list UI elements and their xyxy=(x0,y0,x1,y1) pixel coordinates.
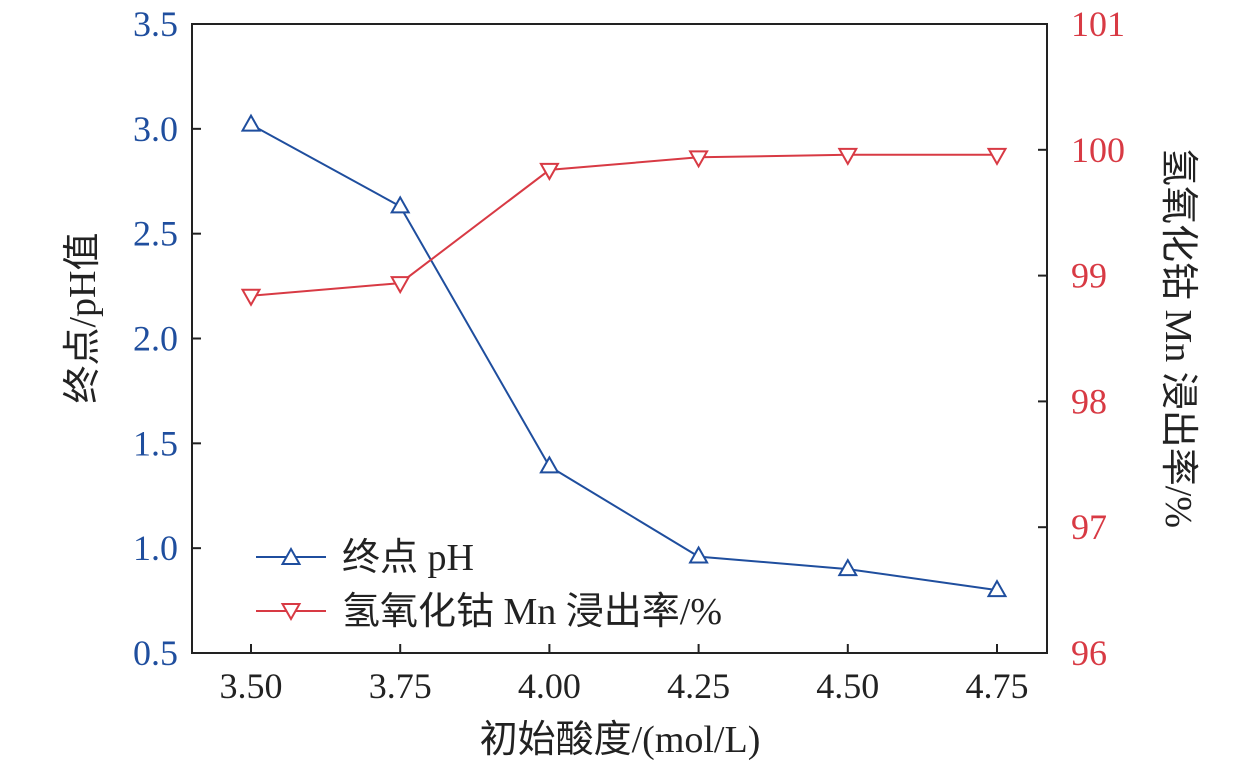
data-point-ph xyxy=(240,113,262,132)
data-point-mn xyxy=(389,276,411,295)
y-left-tick-label: 2.5 xyxy=(133,214,178,254)
data-point-mn xyxy=(539,162,560,181)
legend-item-ph: 终点 pH xyxy=(256,537,474,579)
data-point-mn xyxy=(837,147,859,166)
data-point-mn xyxy=(688,150,709,169)
y-left-tick-label: 3.5 xyxy=(133,4,178,44)
x-tick-label: 4.25 xyxy=(667,666,730,706)
legend-marker-mn-triangle-down-icon xyxy=(280,603,302,622)
y-right-tick-label: 97 xyxy=(1071,507,1107,547)
y-right-tick-label: 96 xyxy=(1071,633,1107,673)
data-point-ph xyxy=(688,545,709,564)
data-point-ph xyxy=(539,455,560,474)
legend-label-mn: 氢氧化钴 Mn 浸出率/% xyxy=(342,591,722,633)
y-right-tick-label: 98 xyxy=(1071,381,1107,421)
x-tick-label: 3.75 xyxy=(369,666,432,706)
y-right-tick-label: 100 xyxy=(1071,130,1125,170)
x-tick-label: 3.50 xyxy=(220,666,283,706)
data-point-mn xyxy=(986,147,1008,166)
legend: 终点 pH 氢氧化钴 Mn 浸出率/% xyxy=(256,537,722,633)
data-point-ph xyxy=(986,579,1008,598)
y-left-tick-label: 0.5 xyxy=(133,633,178,673)
plot-frame xyxy=(191,23,1048,654)
data-point-mn xyxy=(240,288,262,307)
series-line-ph xyxy=(250,123,998,592)
x-tick-label: 4.50 xyxy=(816,666,879,706)
data-point-ph xyxy=(389,195,411,214)
y-axis-right-title: 氢氧化钴 Mn 浸出率/% xyxy=(1157,148,1199,528)
x-axis-title: 初始酸度/(mol/L) xyxy=(480,719,761,761)
y-left-tick-label: 1.5 xyxy=(133,423,178,463)
y-left-tick-label: 1.0 xyxy=(133,528,178,568)
legend-item-mn: 氢氧化钴 Mn 浸出率/% xyxy=(256,591,722,633)
x-tick-label: 4.75 xyxy=(966,666,1029,706)
y-right-tick-label: 99 xyxy=(1071,256,1107,296)
data-point-ph xyxy=(837,558,859,577)
y-axis-left-title: 终点/pH值 xyxy=(62,232,104,403)
y-left-tick-label: 2.0 xyxy=(133,319,178,359)
axis-ticks: 3.50 3.75 4.00 4.25 4.50 4.75 0.5 1.0 1.5 2.0 2.5 3… xyxy=(133,4,1125,706)
series-line-mn xyxy=(250,153,997,297)
legend-label-ph: 终点 pH xyxy=(342,537,474,579)
legend-marker-ph-triangle-up-icon xyxy=(280,546,302,565)
series-layer xyxy=(240,113,1008,598)
y-left-tick-label: 3.0 xyxy=(133,109,178,149)
y-right-tick-label: 101 xyxy=(1071,4,1125,44)
x-tick-label: 4.00 xyxy=(518,666,581,706)
